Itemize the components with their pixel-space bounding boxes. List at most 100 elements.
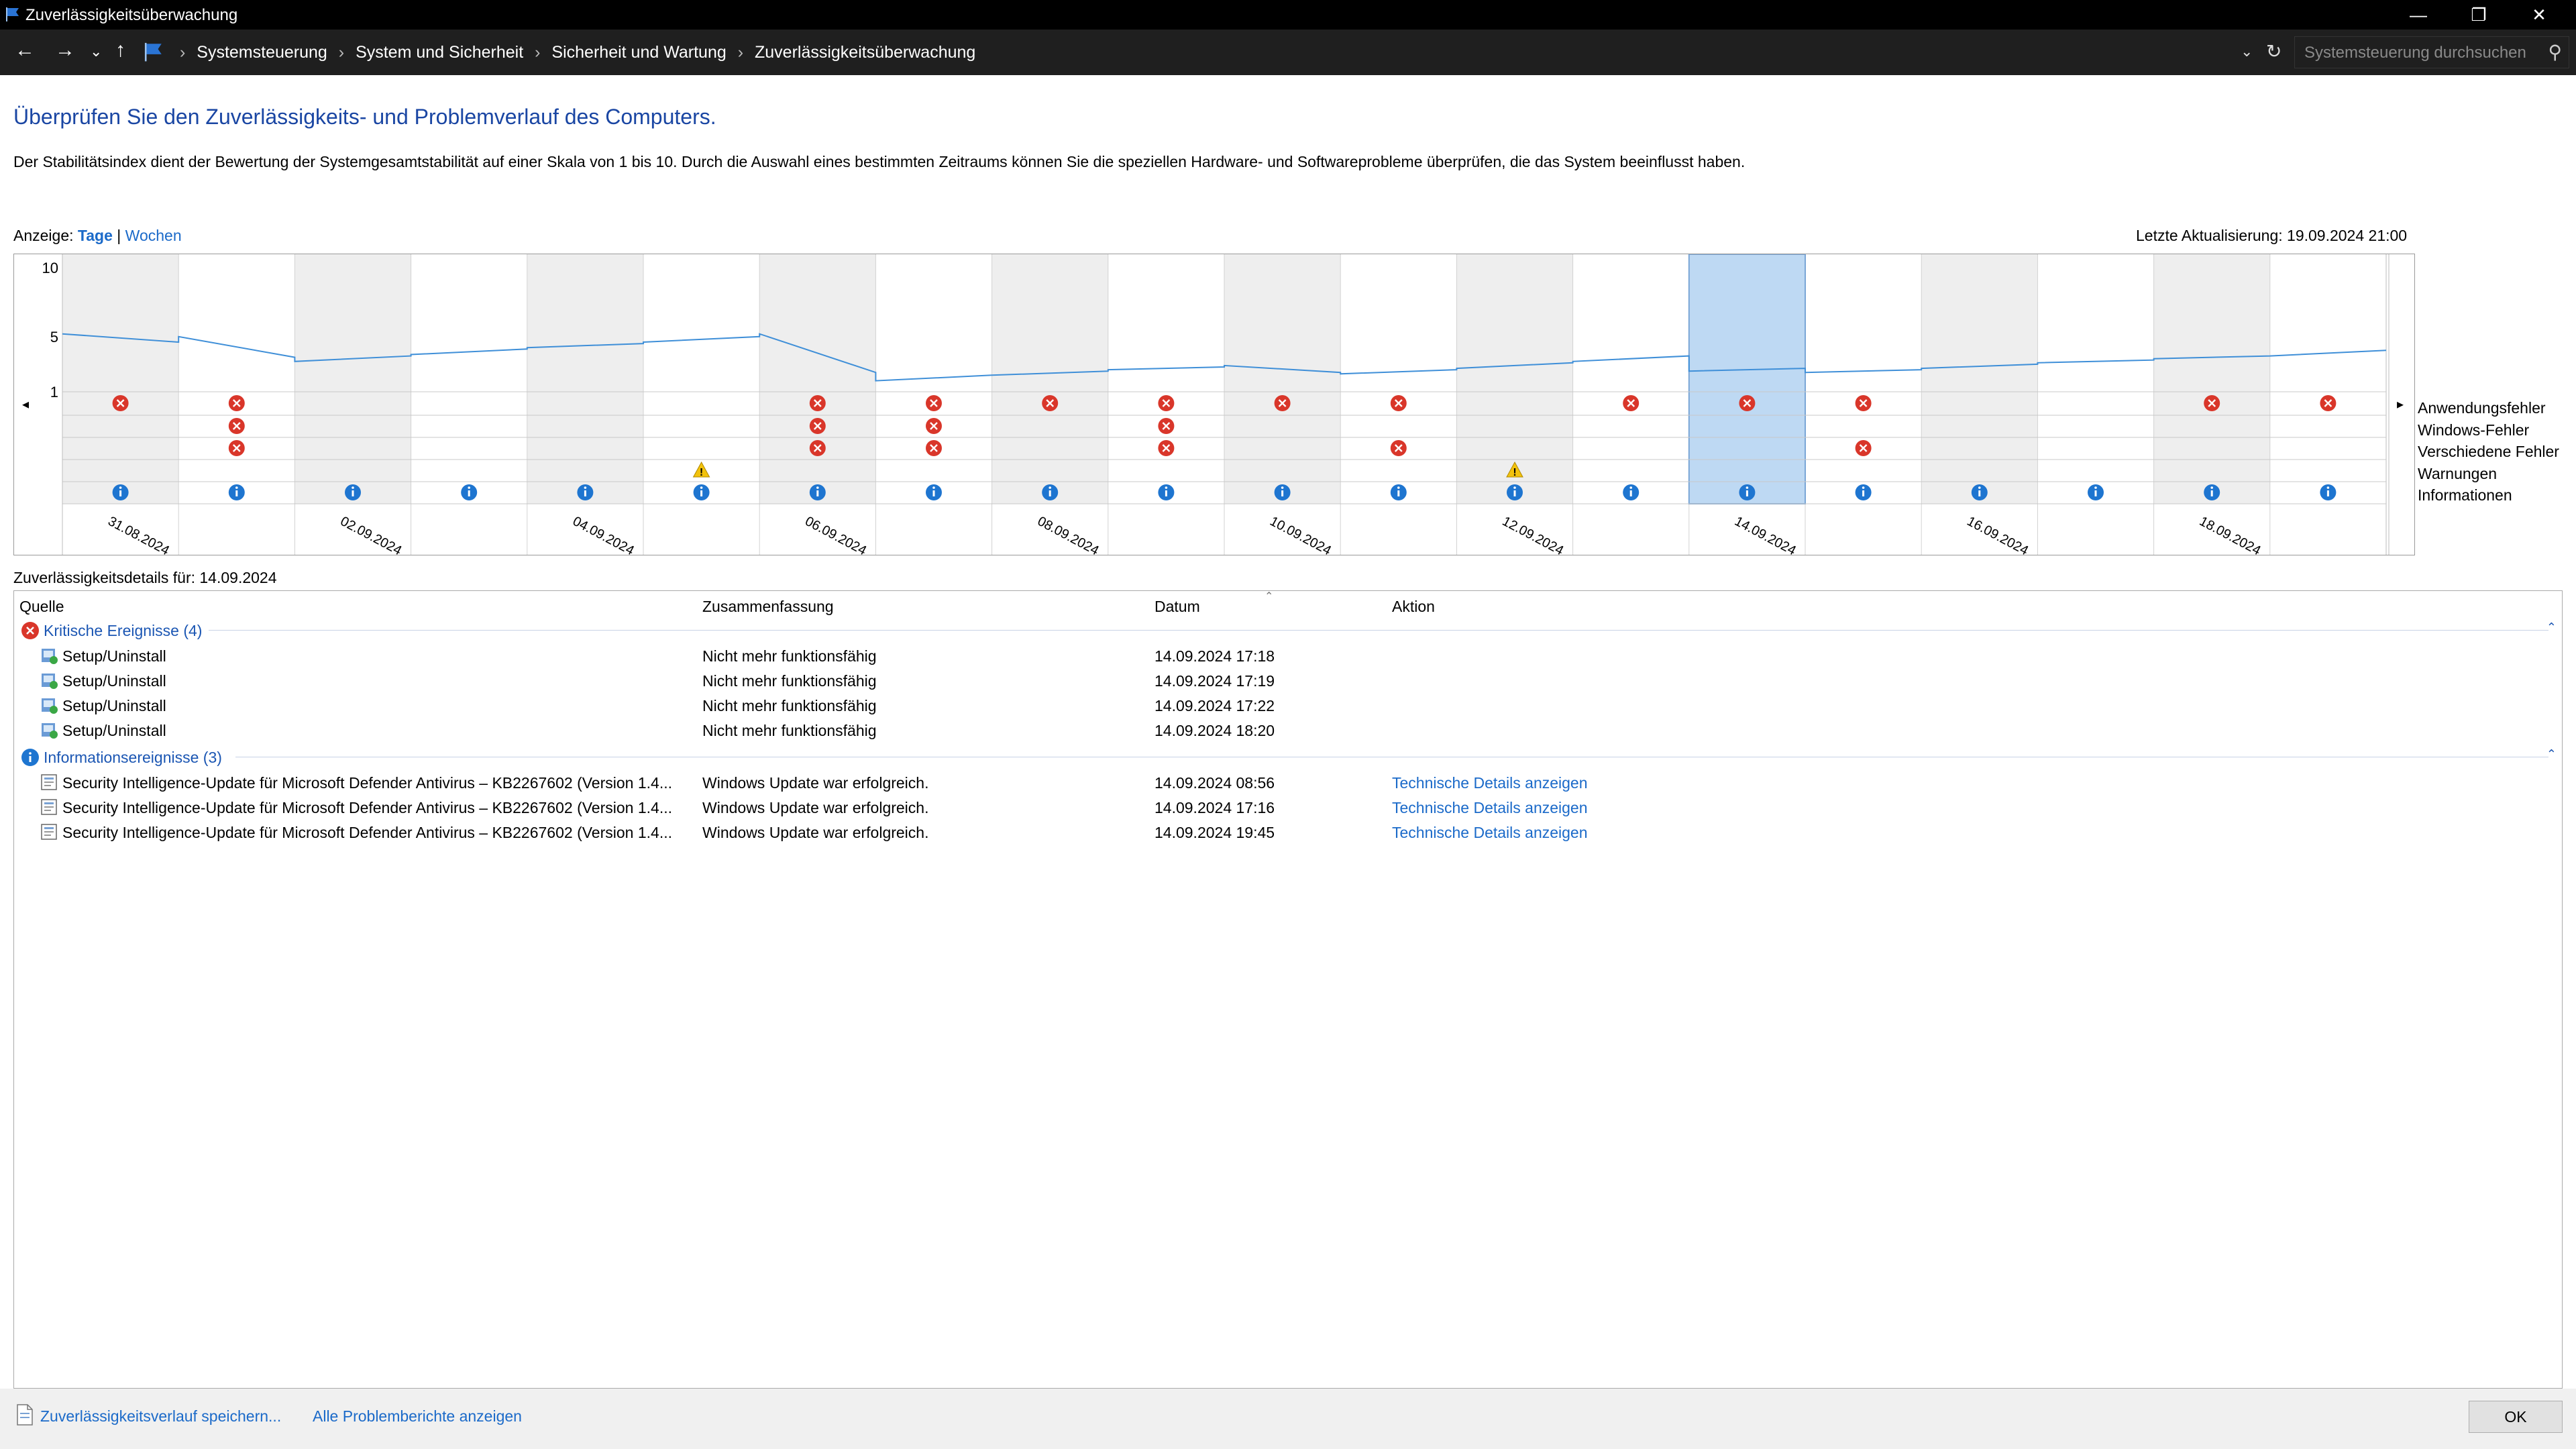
info-icon [21,749,39,766]
chart-column [294,254,411,392]
forward-arrow-icon[interactable]: → [55,39,75,61]
date-label: 04.09.2024 [570,514,637,556]
info-dot [1862,486,1865,489]
recent-locations-chevron-icon[interactable]: ⌄ [90,43,103,60]
date-label: 12.09.2024 [1500,514,1566,556]
details-title: Zuverlässigkeitsdetails für: 14.09.2024 [13,569,277,586]
view-days-link[interactable]: Tage [77,227,113,244]
info-mark [816,490,819,496]
setup-program-icon [42,723,58,739]
footer: Zuverlässigkeitsverlauf speichern... All… [0,1389,2576,1449]
error-mark [930,399,938,407]
table-row[interactable]: Security Intelligence-Update für Microso… [14,820,2562,845]
info-mark [1281,490,1284,496]
column-header-source[interactable]: Quelle [19,598,64,615]
breadcrumb: › Systemsteuerung › System und Sicherhei… [180,43,976,62]
scroll-left-icon[interactable]: ◂ [22,397,29,412]
document-icon [17,1404,33,1426]
technical-details-link[interactable]: Technische Details anzeigen [1392,824,1588,841]
group-header-critical[interactable]: Kritische Ereignisse (4) ⌃ [14,618,2562,642]
error-mark [232,444,241,452]
chart-column [875,254,992,392]
view-all-reports-link[interactable]: Alle Problemberichte anzeigen [313,1407,522,1425]
row-label-windows-errors: Windows-Fehler [2418,421,2530,439]
back-arrow-icon[interactable]: ← [15,39,35,61]
table-row[interactable]: Security Intelligence-Update für Microso… [14,795,2562,820]
info-mark [119,490,122,496]
collapse-chevron-icon[interactable]: ⌃ [2546,621,2557,634]
info-mark [2326,490,2329,496]
stability-chart[interactable]: 10 5 1 ◂ ▸!! 31.08.2024 02.09.2024 04.09.2024 06… [13,254,2416,556]
up-arrow-icon[interactable]: ↑ [115,39,125,61]
refresh-icon[interactable]: ↻ [2266,41,2282,62]
row-source: Setup/Uninstall [62,647,166,665]
info-dot [1281,486,1284,489]
info-mark [1862,490,1865,496]
technical-details-link[interactable]: Technische Details anzeigen [1392,774,1588,792]
row-summary: Nicht mehr funktionsfähig [702,722,877,739]
chevron-down-icon[interactable]: ⌄ [2241,43,2253,60]
row-date: 14.09.2024 17:22 [1155,697,1275,714]
minimize-button[interactable]: — [2410,5,2427,25]
ok-button[interactable]: OK [2469,1401,2563,1433]
date-label: 31.08.2024 [105,514,172,556]
row-summary: Nicht mehr funktionsfähig [702,672,877,690]
row-label-info: Informationen [2418,486,2512,504]
row-label-warnings: Warnungen [2418,464,2498,482]
info-dot [2210,486,2213,489]
chart-column [178,254,295,392]
table-row[interactable]: Security Intelligence-Update für Microso… [14,770,2562,795]
row-date: 14.09.2024 19:45 [1155,824,1275,841]
error-mark [930,422,938,430]
info-dot [2326,486,2330,489]
breadcrumb-item[interactable]: Systemsteuerung [197,43,327,62]
error-mark [930,444,938,452]
error-mark [1743,399,1752,407]
technical-details-link[interactable]: Technische Details anzeigen [1392,799,1588,816]
date-label: 14.09.2024 [1732,514,1799,556]
chart-column [1340,254,1457,392]
table-row[interactable]: Setup/Uninstall Nicht mehr funktionsfähi… [14,643,2562,668]
info-dot [1978,486,1981,489]
row-source: Security Intelligence-Update für Microso… [62,774,672,792]
date-label: 08.09.2024 [1035,514,1102,556]
error-mark [232,399,241,407]
info-dot [2094,486,2097,489]
date-label: 18.09.2024 [2197,514,2263,556]
error-mark [1394,444,1403,452]
table-row[interactable]: Setup/Uninstall Nicht mehr funktionsfähi… [14,693,2562,718]
breadcrumb-item[interactable]: Sicherheit und Wartung [551,43,727,62]
date-label: 10.09.2024 [1267,514,1334,556]
breadcrumb-item[interactable]: Zuverlässigkeitsüberwachung [754,43,976,62]
stability-chart-svg[interactable]: 10 5 1 ◂ ▸! ! 31.08.2024 02.09.2024 04.09.2024 06… [14,254,2416,556]
info-mark [352,490,354,496]
date-label: 16.09.2024 [1964,514,2031,556]
row-date: 14.09.2024 17:18 [1155,647,1275,665]
column-header-summary[interactable]: Zusammenfassung [702,598,834,615]
close-button[interactable]: ✕ [2532,5,2546,25]
restore-button[interactable]: ❐ [2471,5,2487,25]
view-weeks-link[interactable]: Wochen [125,227,182,244]
setup-program-icon [42,674,58,689]
info-dot [1513,486,1516,489]
save-history-link[interactable]: Zuverlässigkeitsverlauf speichern... [40,1407,282,1425]
error-mark [1394,399,1403,407]
group-label: Kritische Ereignisse (4) [44,622,203,639]
chart-column [411,254,527,392]
column-header-date[interactable]: Datum [1155,598,1200,615]
error-mark [2208,399,2216,407]
table-row[interactable]: Setup/Uninstall Nicht mehr funktionsfähi… [14,718,2562,743]
breadcrumb-item[interactable]: System und Sicherheit [356,43,524,62]
table-row[interactable]: Setup/Uninstall Nicht mehr funktionsfähi… [14,668,2562,693]
group-header-info[interactable]: Informationsereignisse (3) ⌃ [14,745,2562,769]
view-separator: | [117,227,121,244]
info-mark [235,490,238,496]
flag-icon [6,7,19,21]
error-mark [1046,399,1055,407]
search-input[interactable]: Systemsteuerung durchsuchen ⚲ [2294,36,2569,68]
collapse-chevron-icon[interactable]: ⌃ [2546,747,2557,761]
scroll-right-icon[interactable]: ▸ [2397,397,2404,412]
search-icon[interactable]: ⚲ [2548,42,2562,62]
column-header-action[interactable]: Aktion [1392,598,1435,615]
info-mark [932,490,935,496]
